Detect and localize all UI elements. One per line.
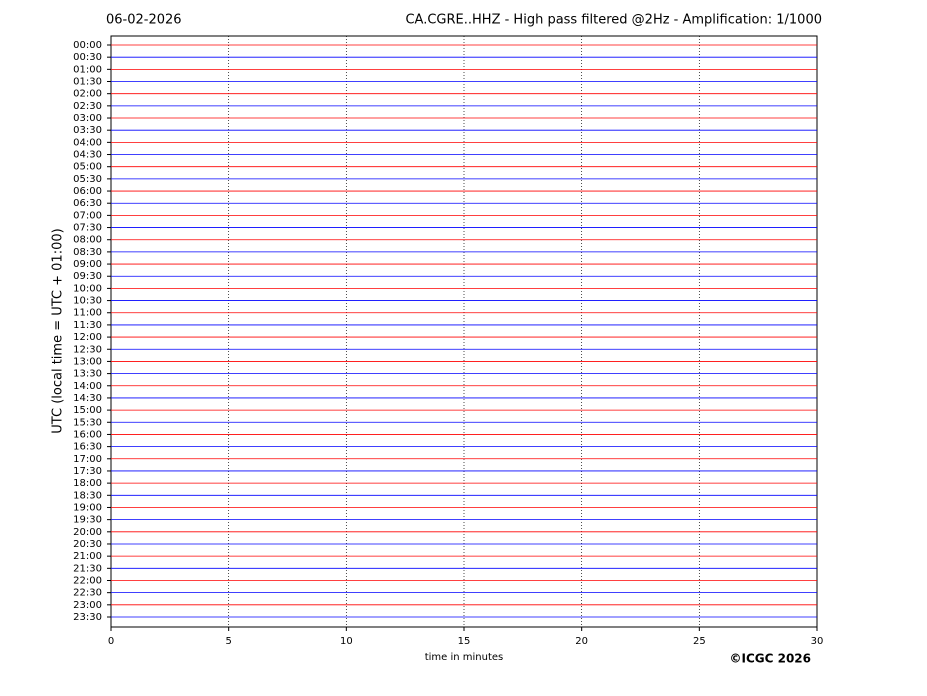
- y-tick-label: 07:30: [73, 223, 102, 234]
- y-tick-label: 19:30: [73, 515, 102, 526]
- y-tick-label: 13:00: [73, 356, 102, 367]
- y-tick-label: 11:00: [73, 308, 102, 319]
- y-tick-label: 03:00: [73, 113, 102, 124]
- y-tick-label: 14:30: [73, 393, 102, 404]
- x-tick-label: 25: [693, 636, 706, 647]
- y-tick-label: 11:30: [73, 320, 102, 331]
- y-tick-label: 10:30: [73, 296, 102, 307]
- y-tick-label: 20:00: [73, 527, 102, 538]
- y-tick-label: 00:00: [73, 40, 102, 51]
- x-axis-label: time in minutes: [425, 652, 504, 663]
- y-tick-label: 20:30: [73, 539, 102, 550]
- x-tick-label: 5: [225, 636, 231, 647]
- y-tick-label: 06:30: [73, 198, 102, 209]
- y-tick-label: 18:30: [73, 490, 102, 501]
- y-tick-label: 06:00: [73, 186, 102, 197]
- chart-title: CA.CGRE..HHZ - High pass filtered @2Hz -…: [405, 13, 822, 28]
- y-tick-label: 05:00: [73, 162, 102, 173]
- y-tick-label: 00:30: [73, 52, 102, 63]
- y-tick-label: 21:00: [73, 551, 102, 562]
- y-tick-label: 08:30: [73, 247, 102, 258]
- copyright: ©ICGC 2026: [729, 652, 811, 666]
- y-tick-label: 02:30: [73, 101, 102, 112]
- y-tick-label: 19:00: [73, 502, 102, 513]
- y-tick-label: 09:00: [73, 259, 102, 270]
- y-tick-label: 04:30: [73, 150, 102, 161]
- x-tick-label: 15: [458, 636, 471, 647]
- y-tick-label: 22:00: [73, 575, 102, 586]
- y-axis-label: UTC (local time = UTC + 01:00): [51, 228, 66, 433]
- y-tick-label: 13:30: [73, 369, 102, 380]
- x-tick-label: 0: [108, 636, 114, 647]
- y-tick-label: 21:30: [73, 563, 102, 574]
- y-tick-label: 07:00: [73, 210, 102, 221]
- y-tick-label: 09:30: [73, 271, 102, 282]
- y-tick-label: 02:00: [73, 89, 102, 100]
- y-tick-label: 05:30: [73, 174, 102, 185]
- y-tick-label: 04:00: [73, 137, 102, 148]
- y-tick-label: 15:30: [73, 417, 102, 428]
- y-tick-label: 08:00: [73, 235, 102, 246]
- plot-frame: [110, 35, 818, 628]
- x-tick-label: 30: [811, 636, 824, 647]
- y-tick-label: 22:30: [73, 588, 102, 599]
- y-tick-label: 12:00: [73, 332, 102, 343]
- y-tick-label: 10:00: [73, 283, 102, 294]
- date: 06-02-2026: [106, 13, 182, 28]
- y-tick-label: 14:00: [73, 381, 102, 392]
- x-tick-label: 10: [340, 636, 353, 647]
- y-tick-label: 23:30: [73, 612, 102, 623]
- y-tick-label: 01:30: [73, 77, 102, 88]
- y-tick-label: 01:00: [73, 64, 102, 75]
- x-tick-label: 20: [575, 636, 588, 647]
- y-tick-label: 17:00: [73, 454, 102, 465]
- y-tick-label: 12:30: [73, 344, 102, 355]
- y-tick-label: 16:00: [73, 429, 102, 440]
- y-tick-label: 15:00: [73, 405, 102, 416]
- y-tick-label: 16:30: [73, 442, 102, 453]
- y-tick-label: 03:30: [73, 125, 102, 136]
- y-tick-label: 17:30: [73, 466, 102, 477]
- y-tick-label: 23:00: [73, 600, 102, 611]
- y-tick-label: 18:00: [73, 478, 102, 489]
